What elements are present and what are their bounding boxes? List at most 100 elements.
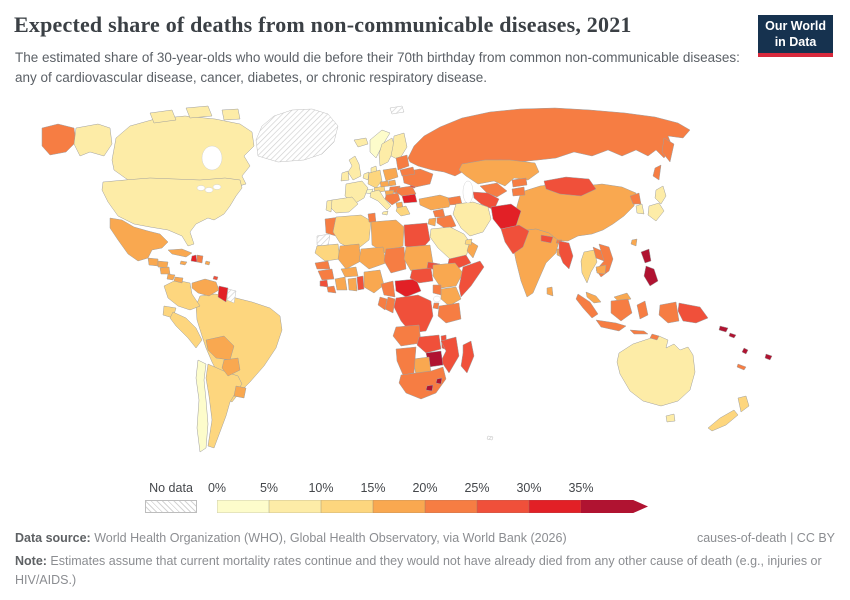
country-angola[interactable]: Angola — 20-25% [392,324,422,347]
country-namibia[interactable]: Namibia — 20-25% [395,346,417,376]
country-venezuela[interactable]: Venezuela — 15-20% [191,278,220,297]
country-algeria[interactable]: Algeria — 10-15% [332,214,372,252]
country-netherlands[interactable]: Netherlands — 5-10% [362,171,370,181]
country-malaysia[interactable]: Malaysia — 15-20% [585,291,602,304]
country-united-states[interactable]: United States — 5-10% [101,177,243,247]
legend-segment-20-25-[interactable] [425,500,477,513]
country-burkina-faso[interactable]: Burkina Faso — 15-20% [340,266,359,278]
country-solomon-islands[interactable]: Solomon Islands — 35%+ [728,332,737,339]
country-tajikistan[interactable]: Tajikistan — 20-25% [511,186,526,197]
country-canada[interactable]: Canada — 5-10% [221,108,241,121]
legend-segment-35-[interactable] [581,500,648,513]
country-new-caledonia[interactable]: New Caledonia — 20-25% [736,363,747,371]
country-kenya[interactable]: Kenya — 15-20% [440,286,462,307]
attribution[interactable]: causes-of-death | CC BY [696,531,835,545]
country-taiwan[interactable]: Taiwan — 15-20% [630,238,638,247]
country-indonesia[interactable]: Indonesia — 20-25% [636,300,649,320]
country-nigeria[interactable]: Nigeria — 15-20% [363,269,385,294]
country-oman[interactable]: Oman — 15-20% [466,240,479,259]
legend-segment-0-5-[interactable] [217,500,269,513]
country-gabon[interactable]: Gabon — 20-25% [377,296,388,311]
country-australia[interactable]: Australia — 5-10% [616,335,696,407]
country-papua-new-guinea[interactable]: Papua New Guinea — 25-30% [677,302,709,324]
country-ireland[interactable]: Ireland — 5-10% [340,170,350,182]
country-south-africa[interactable]: South Africa — 20-25% [398,366,447,400]
country-mali[interactable]: Mali — 15-20% [337,243,362,270]
country-indonesia[interactable]: Indonesia — 20-25% [610,298,633,322]
country-nicaragua[interactable]: Nicaragua — 15-20% [159,266,171,275]
country-ethiopia[interactable]: Ethiopia — 15-20% [432,262,464,289]
country-democratic-republic-of-congo[interactable]: Democratic Republic of Congo — 25-30% [393,294,434,334]
country-thailand[interactable]: Thailand — 10-15% [580,249,598,284]
country-svalbard[interactable]: Svalbard — No data [389,105,405,115]
country-mexico[interactable]: Mexico — 15-20% [109,217,169,262]
country-guyana[interactable]: Guyana — 30-35% [217,285,229,303]
country-new-zealand[interactable]: New Zealand — 10-15% [737,395,750,413]
country-united-arab-emirates[interactable]: United Arab Emirates — 10-15% [464,238,473,246]
country-italy[interactable]: Italy — 5-10% [369,189,392,211]
country-russia[interactable]: Russia — 20-25% [407,107,691,177]
legend-segment-30-35-[interactable] [529,500,581,513]
country-jordan[interactable]: Jordan — 15-20% [427,217,437,227]
country-jamaica[interactable]: Jamaica — 15-20% [179,260,188,266]
country-trinidad-and-tobago[interactable]: Trinidad and Tobago — 25-30% [212,275,219,281]
country-chad[interactable]: Chad — 20-25% [383,246,407,274]
country-italy[interactable]: Italy — 5-10% [381,210,389,216]
country-niger[interactable]: Niger — 15-20% [358,246,387,270]
country-cuba[interactable]: Cuba — 15-20% [167,248,193,258]
country-uruguay[interactable]: Uruguay — 15-20% [233,385,247,399]
country-russia[interactable]: Russia — 20-25% [652,164,662,181]
country-pakistan[interactable]: Pakistan — 25-30% [500,224,530,255]
country-lesotho[interactable]: Lesotho — 35%+ [425,384,434,392]
country-philippines[interactable]: Philippines — 35%+ [640,248,652,264]
country-guatemala[interactable]: Guatemala — 15-20% [147,257,159,267]
country-portugal[interactable]: Portugal — 5-10% [325,199,333,213]
country-south-korea[interactable]: South Korea — 5-10% [635,203,645,215]
country-japan[interactable]: Japan — 5-10% [654,185,667,205]
country-french-southern-territories[interactable]: French Southern Territories — No data [486,435,494,441]
country-peru[interactable]: Peru — 10-15% [169,311,203,349]
country-romania[interactable]: Romania — 20-25% [395,185,417,197]
country-russia[interactable]: Russia — 20-25% [661,137,675,163]
country-lithuania[interactable]: Lithuania — 20-25% [395,154,410,171]
country-canada[interactable]: Canada — 5-10% [149,109,177,124]
country-iceland[interactable]: Iceland — 5-10% [353,137,369,148]
country-slovakia[interactable]: Slovakia — 15-20% [388,179,397,187]
country-cambodia[interactable]: Cambodia — 15-20% [595,264,607,275]
owid-logo[interactable]: Our World in Data [758,15,833,58]
country-myanmar[interactable]: Myanmar — 25-30% [558,240,574,270]
country-indonesia[interactable]: Indonesia — 20-25% [595,319,627,332]
country-eswatini[interactable]: Eswatini — 35%+ [435,377,443,385]
country-united-kingdom[interactable]: United Kingdom — 5-10% [347,155,362,181]
country-indonesia[interactable]: Indonesia — 20-25% [629,329,649,335]
country-cameroon[interactable]: Cameroon — 20-25% [380,280,396,298]
country-madagascar[interactable]: Madagascar — 25-30% [460,340,475,374]
legend-no-data-swatch[interactable] [145,500,197,513]
country-saudi-arabia[interactable]: Saudi Arabia — 5-10% [429,226,472,260]
country-syria[interactable]: Syria — 20-25% [432,208,446,218]
country-timor-leste[interactable]: Timor-Leste — 20-25% [649,333,660,341]
country-poland[interactable]: Poland — 15-20% [382,167,399,182]
country-united-states[interactable]: United States — 5-10% [73,123,113,157]
country-argentina[interactable]: Argentina — 10-15% [205,363,243,449]
country-greece[interactable]: Greece — 10-15% [395,205,411,217]
country-nepal[interactable]: Nepal — 25-30% [540,234,554,244]
country-togo[interactable]: Togo — 25-30% [356,275,365,291]
country-rwanda[interactable]: Rwanda — 20-25% [432,302,440,310]
country-senegal[interactable]: Senegal — 20-25% [314,260,331,270]
country-belarus[interactable]: Belarus — 20-25% [399,166,416,177]
country-kazakhstan[interactable]: Kazakhstan — 15-20% [458,159,540,187]
country-turkey[interactable]: Turkey — 15-20% [418,194,453,211]
country-india[interactable]: India — 15-20% [512,228,560,298]
country-kyrgyzstan[interactable]: Kyrgyzstan — 20-25% [511,177,528,188]
country-spain[interactable]: Spain — 5-10% [328,196,359,214]
country-greenland[interactable]: Greenland — No data [255,108,339,163]
legend-segment-25-30-[interactable] [477,500,529,513]
country-japan[interactable]: Japan — 5-10% [647,202,665,222]
country-guinea[interactable]: Guinea — 20-25% [317,268,335,281]
country-honduras[interactable]: Honduras — 15-20% [157,260,169,269]
country-new-zealand[interactable]: New Zealand — 10-15% [707,409,739,432]
legend-segment-15-20-[interactable] [373,500,425,513]
country-mauritania[interactable]: Mauritania — 10-15% [314,243,341,262]
country-sri-lanka[interactable]: Sri Lanka — 15-20% [546,286,554,297]
